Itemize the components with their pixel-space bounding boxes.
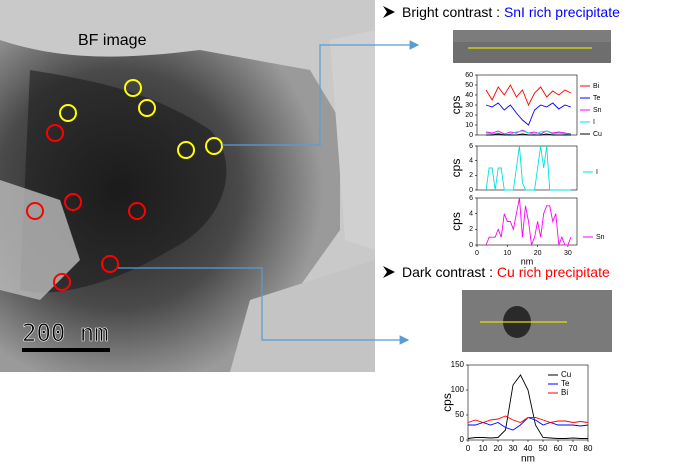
y-tick-label: 40 bbox=[465, 92, 473, 99]
heading-highlight: Cu rich precipitate bbox=[497, 264, 610, 280]
series-line bbox=[485, 84, 572, 107]
bullet bbox=[383, 266, 395, 278]
x-tick-label: 50 bbox=[539, 444, 548, 453]
x-tick-label: 0 bbox=[475, 250, 479, 257]
series-line bbox=[467, 415, 589, 423]
series-line bbox=[485, 197, 572, 246]
y-tick-label: 10 bbox=[465, 122, 473, 129]
y-tick-label: 150 bbox=[451, 360, 465, 369]
y-tick-label: 2 bbox=[469, 226, 473, 233]
y-tick-label: 0 bbox=[460, 435, 465, 444]
series-line bbox=[485, 102, 572, 126]
series-line bbox=[468, 416, 589, 431]
y-axis-label: cps bbox=[440, 393, 454, 412]
heading-label: Dark contrast : bbox=[402, 264, 493, 280]
x-tick-label: 60 bbox=[554, 444, 563, 453]
y-axis-label: cps bbox=[449, 159, 463, 178]
x-tick-label: 30 bbox=[564, 250, 572, 257]
scale-bar-label: 200 nm bbox=[22, 319, 109, 347]
x-tick-label: 10 bbox=[503, 250, 511, 257]
image-label: BF image bbox=[78, 32, 147, 49]
y-tick-label: 2 bbox=[469, 172, 473, 179]
legend-label: I bbox=[596, 169, 598, 176]
y-tick-label: 4 bbox=[469, 158, 473, 165]
legend-label: I bbox=[593, 119, 595, 126]
y-tick-label: 20 bbox=[465, 112, 473, 119]
plot-frame bbox=[476, 197, 578, 246]
y-tick-label: 0 bbox=[469, 132, 473, 139]
y-tick-label: 30 bbox=[465, 102, 473, 109]
legend-label: Cu bbox=[561, 370, 571, 379]
legend-label: Te bbox=[561, 379, 570, 388]
y-tick-label: 4 bbox=[469, 211, 473, 218]
y-tick-label: 60 bbox=[465, 72, 473, 79]
x-tick-label: 80 bbox=[584, 444, 593, 453]
legend-label: Sn bbox=[593, 107, 602, 114]
inset-image bbox=[462, 290, 612, 352]
y-axis-label: cps bbox=[449, 96, 463, 115]
y-tick-label: 6 bbox=[469, 195, 473, 202]
legend-label: Bi bbox=[561, 388, 568, 397]
series-line bbox=[486, 133, 571, 136]
legend-label: Cu bbox=[593, 131, 602, 138]
y-tick-label: 0 bbox=[469, 187, 473, 194]
x-tick-label: 30 bbox=[509, 444, 518, 453]
plot-frame bbox=[476, 74, 578, 136]
x-axis-label: nm bbox=[521, 256, 534, 266]
y-axis-label: cps bbox=[449, 212, 463, 231]
series-line bbox=[485, 145, 571, 191]
y-tick-label: 6 bbox=[469, 143, 473, 150]
x-tick-label: 10 bbox=[479, 444, 488, 453]
y-tick-label: 0 bbox=[469, 242, 473, 249]
bullet bbox=[383, 6, 395, 18]
y-tick-label: 100 bbox=[451, 385, 465, 394]
x-tick-label: 70 bbox=[569, 444, 578, 453]
series-line bbox=[467, 374, 588, 439]
micrograph bbox=[0, 0, 375, 372]
heading-highlight: SnI rich precipitate bbox=[504, 4, 620, 20]
x-tick-label: 20 bbox=[534, 250, 542, 257]
x-tick-label: 40 bbox=[524, 444, 533, 453]
legend-label: Bi bbox=[593, 83, 600, 90]
x-axis-label: nm bbox=[521, 454, 535, 465]
inset-image bbox=[453, 30, 611, 63]
x-tick-label: 0 bbox=[466, 444, 471, 453]
heading: Bright contrast : SnI rich precipitate bbox=[402, 4, 620, 20]
x-tick-label: 20 bbox=[494, 444, 503, 453]
legend-label: Te bbox=[593, 95, 601, 102]
heading: Dark contrast : Cu rich precipitate bbox=[402, 264, 610, 280]
heading-label: Bright contrast : bbox=[402, 4, 500, 20]
callout bbox=[222, 40, 420, 146]
callout bbox=[118, 267, 410, 345]
legend-label: Sn bbox=[596, 234, 605, 241]
series-line bbox=[486, 130, 572, 136]
y-tick-label: 50 bbox=[465, 82, 473, 89]
y-tick-label: 50 bbox=[455, 410, 464, 419]
